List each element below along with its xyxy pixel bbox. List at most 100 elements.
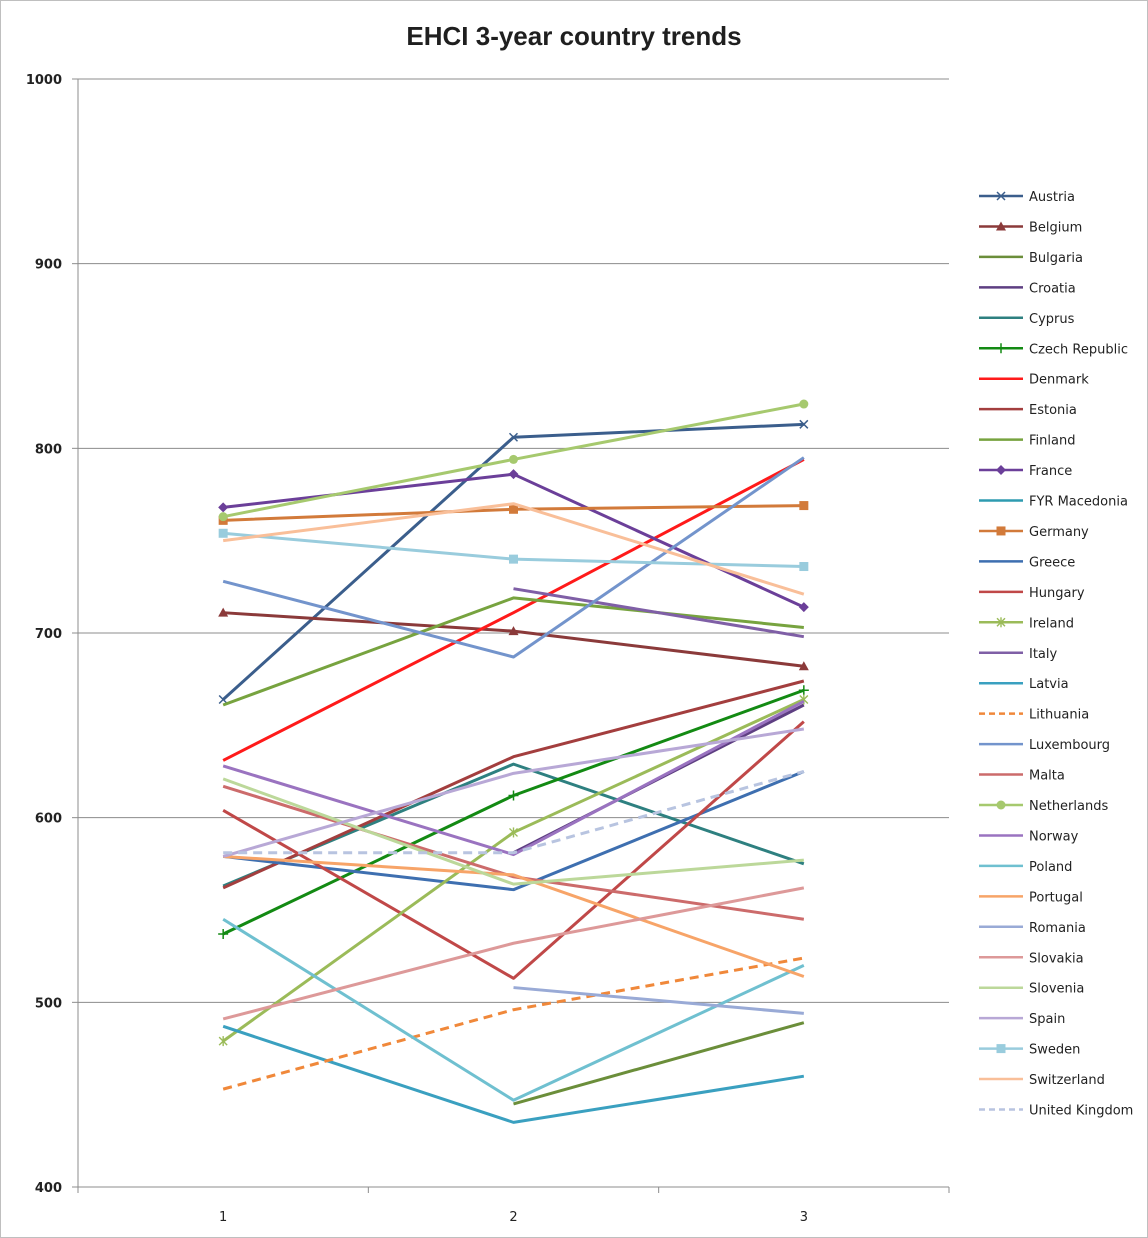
legend-label: Switzerland (1029, 1073, 1105, 1088)
data-point (509, 504, 518, 514)
legend-item-slovakia: Slovakia (979, 951, 1084, 966)
legend-marker (996, 191, 1006, 201)
legend-label: Norway (1029, 829, 1079, 844)
y-tick-label: 600 (35, 812, 62, 827)
legend-label: Luxembourg (1029, 738, 1110, 753)
legend-marker (996, 1044, 1006, 1054)
data-point (218, 694, 228, 705)
legend-item-sweden: Sweden (979, 1043, 1080, 1058)
series-line (222, 777, 804, 886)
axes: 400 500 600 700 800 900 1000 1 2 3 (26, 73, 950, 1225)
y-tick-label: 400 (35, 1181, 62, 1196)
series-slovenia (222, 777, 804, 886)
legend-label: Belgium (1029, 220, 1082, 235)
legend-item-romania: Romania (979, 921, 1086, 936)
series-line (222, 720, 805, 980)
series-bulgaria (513, 1021, 805, 1106)
series-italy (513, 587, 805, 639)
legend-item-portugal: Portugal (979, 890, 1083, 905)
legend-label: Greece (1029, 555, 1075, 570)
series-czech-republic (218, 685, 809, 940)
series-line (513, 587, 805, 639)
legend-label: Slovakia (1029, 951, 1084, 966)
legend-label: Slovenia (1029, 982, 1084, 997)
legend-label: Cyprus (1029, 312, 1075, 327)
data-point (798, 602, 809, 613)
legend-item-estonia: Estonia (979, 403, 1077, 418)
legend-label: FYR Macedonia (1029, 495, 1128, 510)
series-line (222, 679, 805, 890)
series-line (222, 700, 805, 857)
y-tick-label: 500 (35, 996, 62, 1011)
legend-label: Malta (1029, 769, 1065, 784)
data-point (218, 929, 229, 940)
series-line (222, 458, 805, 762)
x-tick-label: 1 (219, 1210, 227, 1225)
legend-label: Sweden (1029, 1043, 1080, 1058)
y-tick-label: 700 (35, 627, 62, 642)
series-poland (222, 917, 805, 1102)
series-lithuania (222, 956, 805, 1091)
legend-item-italy: Italy (979, 647, 1058, 662)
legend: Austria Belgium Bulgaria Croatia Cyprus Czech… (979, 190, 1133, 1119)
series-line (222, 596, 804, 707)
legend-item-poland: Poland (979, 860, 1072, 875)
y-tick-label: 900 (35, 258, 62, 273)
series-line (513, 986, 804, 1015)
legend-label: Italy (1029, 647, 1058, 662)
legend-label: Croatia (1029, 281, 1076, 296)
series-romania (513, 986, 804, 1015)
legend-label: Czech Republic (1029, 342, 1128, 357)
chart-title: EHCI 3-year country trends (406, 21, 742, 51)
series-luxembourg (222, 456, 805, 659)
series-finland (222, 596, 804, 707)
data-point (508, 626, 519, 636)
series-hungary (222, 720, 805, 980)
series-line (222, 502, 805, 596)
legend-item-hungary: Hungary (979, 586, 1085, 601)
data-point (509, 454, 518, 464)
x-tick-label: 2 (509, 1210, 517, 1225)
y-tick-label: 1000 (26, 73, 62, 88)
legend-label: Spain (1029, 1012, 1065, 1027)
legend-label: Finland (1029, 434, 1075, 449)
legend-label: France (1029, 464, 1072, 479)
legend-marker (996, 343, 1006, 354)
legend-item-malta: Malta (979, 769, 1065, 784)
legend-marker (996, 465, 1006, 476)
series-netherlands (218, 399, 809, 522)
series-line (223, 770, 805, 855)
series-united-kingdom (223, 770, 805, 855)
series-line (222, 917, 805, 1102)
data-point (799, 501, 809, 511)
series-line (222, 1024, 805, 1124)
legend-item-netherlands: Netherlands (979, 799, 1108, 814)
series-line (513, 1021, 805, 1106)
legend-marker (996, 617, 1006, 628)
data-point (218, 607, 229, 617)
y-tick-label: 800 (35, 442, 62, 457)
legend-label: Netherlands (1029, 799, 1108, 814)
legend-item-czech-republic: Czech Republic (979, 342, 1128, 357)
legend-label: Germany (1029, 525, 1089, 540)
data-point (218, 1036, 228, 1047)
series-sweden (218, 528, 809, 572)
series-slovakia (222, 886, 805, 1021)
series-latvia (222, 1024, 805, 1124)
legend-item-united-kingdom: United Kingdom (979, 1104, 1133, 1119)
legend-item-croatia: Croatia (979, 281, 1076, 296)
legend-item-greece: Greece (979, 555, 1075, 570)
legend-label: Portugal (1029, 890, 1083, 905)
legend-item-ireland: Ireland (979, 616, 1074, 631)
legend-label: Estonia (1029, 403, 1077, 418)
legend-label: Romania (1029, 921, 1086, 936)
data-point (799, 562, 809, 572)
legend-marker (996, 221, 1006, 231)
legend-item-slovenia: Slovenia (979, 982, 1084, 997)
legend-item-bulgaria: Bulgaria (979, 251, 1083, 266)
series-line (222, 456, 805, 659)
series-line (222, 727, 805, 858)
data-point (218, 502, 229, 513)
series-norway (222, 700, 805, 857)
legend-item-fyr-macedonia: FYR Macedonia (979, 495, 1128, 510)
